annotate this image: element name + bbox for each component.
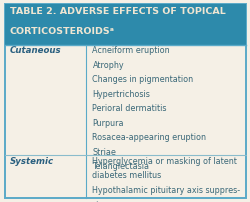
- Text: Striae: Striae: [92, 148, 116, 157]
- Text: diabetes mellitus: diabetes mellitus: [92, 171, 162, 181]
- Text: TABLE 2. ADVERSE EFFECTS OF TOPICAL: TABLE 2. ADVERSE EFFECTS OF TOPICAL: [10, 7, 225, 16]
- Text: CORTICOSTEROIDSᵃ: CORTICOSTEROIDSᵃ: [10, 27, 115, 36]
- Text: Atrophy: Atrophy: [92, 61, 124, 70]
- Text: Changes in pigmentation: Changes in pigmentation: [92, 75, 194, 84]
- Text: Acneiform eruption: Acneiform eruption: [92, 46, 170, 55]
- Text: Rosacea-appearing eruption: Rosacea-appearing eruption: [92, 133, 206, 142]
- Text: Hypothalamic pituitary axis suppres-: Hypothalamic pituitary axis suppres-: [92, 186, 240, 195]
- Text: Cutaneous: Cutaneous: [10, 46, 61, 55]
- Bar: [4, 4, 246, 45]
- Text: Purpura: Purpura: [92, 119, 124, 128]
- Text: Perioral dermatitis: Perioral dermatitis: [92, 104, 167, 113]
- Text: Hypertrichosis: Hypertrichosis: [92, 90, 150, 99]
- Text: sion: sion: [92, 201, 109, 202]
- Text: Systemic: Systemic: [10, 157, 54, 166]
- Text: Telangiectasia: Telangiectasia: [92, 162, 150, 171]
- Text: Hyperglycemia or masking of latent: Hyperglycemia or masking of latent: [92, 157, 238, 166]
